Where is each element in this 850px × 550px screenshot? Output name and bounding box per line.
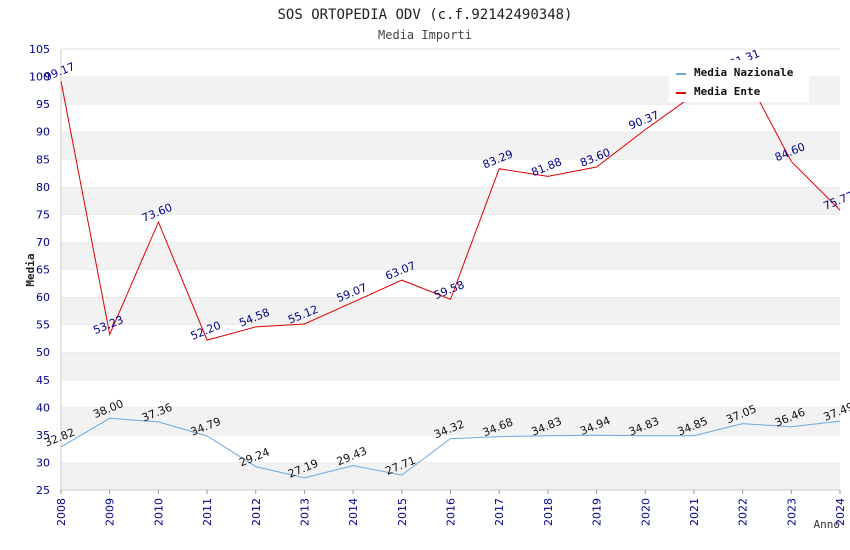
series-line-media-nazionale [60, 417, 841, 479]
legend: Media Nazionale Media Ente [669, 60, 809, 102]
grid-band [61, 462, 840, 490]
y-tick-label: 25 [36, 484, 50, 497]
y-tick-label: 30 [36, 456, 50, 469]
y-tick-label: 60 [36, 291, 50, 304]
grid-band [61, 186, 840, 215]
x-tick-label: 2012 [250, 498, 263, 526]
grid-band [61, 297, 840, 325]
x-tick-label: 2016 [445, 498, 458, 526]
y-tick-label: 95 [36, 98, 50, 111]
grid-band [61, 241, 840, 270]
grid-band [61, 324, 840, 353]
grid-band [61, 159, 840, 187]
x-tick-label: 2020 [639, 498, 652, 526]
y-tick-label: 70 [36, 236, 50, 249]
x-tick-label: 2014 [347, 498, 360, 526]
grid-band [61, 407, 840, 435]
grid-band [61, 104, 840, 132]
legend-entry: Media Ente [694, 85, 761, 98]
x-axis-label: Anno [814, 518, 841, 531]
y-tick-label: 105 [29, 43, 50, 56]
y-tick-label: 85 [36, 153, 50, 166]
y-tick-label: 40 [36, 401, 50, 414]
grid-band [61, 131, 840, 160]
y-tick-label: 100 [29, 71, 50, 84]
grid-band [61, 434, 840, 463]
y-tick-label: 55 [36, 319, 50, 332]
grid-band [61, 352, 840, 380]
y-tick-label: 80 [36, 181, 50, 194]
x-tick-label: 2017 [493, 498, 506, 526]
x-tick-label: 2009 [104, 498, 117, 526]
grid-band [61, 269, 840, 298]
x-tick-label: 2010 [152, 498, 165, 526]
y-axis-label: Media [24, 253, 37, 286]
chart-title: SOS ORTOPEDIA ODV (c.f.92142490348) [277, 7, 572, 23]
x-tick-label: 2018 [542, 498, 555, 526]
x-tick-label: 2015 [396, 498, 409, 526]
y-tick-label: 50 [36, 346, 50, 359]
x-tick-label: 2023 [785, 498, 798, 526]
legend-box [669, 60, 809, 102]
y-tick-label: 90 [36, 126, 50, 139]
x-tick-label: 2019 [591, 498, 604, 526]
x-tick-label: 2024 [834, 498, 847, 526]
grid-band [61, 379, 840, 408]
y-tick-label: 45 [36, 374, 50, 387]
legend-entry: Media Nazionale [694, 66, 794, 79]
grid-band [61, 214, 840, 242]
x-tick-label: 2013 [298, 498, 311, 526]
x-tick-label: 2021 [688, 498, 701, 526]
y-tick-label: 75 [36, 208, 50, 221]
y-axis-ticks: 25 30 35 40 45 50 55 60 65 70 75 80 85 90 95 100 105 [29, 43, 50, 497]
x-axis-ticks: 2008 2009 2010 2011 2012 2013 2014 2015 2016 2017… [55, 490, 847, 526]
grid-bands [60, 48, 840, 491]
x-tick-label: 2022 [737, 498, 750, 526]
x-tick-label: 2011 [201, 498, 214, 526]
y-tick-label: 65 [36, 264, 50, 277]
x-tick-label: 2008 [55, 498, 68, 526]
chart-subtitle: Media Importi [378, 28, 472, 42]
y-tick-label: 35 [36, 429, 50, 442]
